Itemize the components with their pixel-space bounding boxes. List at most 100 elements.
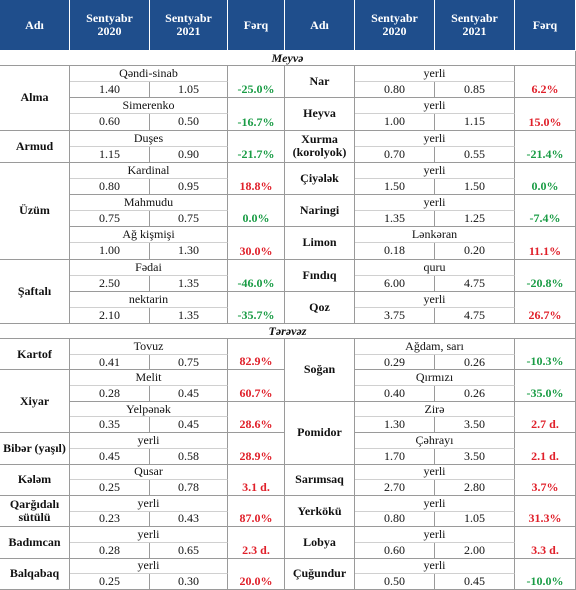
price-2021: 0.26 <box>435 354 515 371</box>
header-cell: Sentyabr 2020 <box>70 0 150 51</box>
header-cell: Adı <box>285 0 355 51</box>
product-name: Nar <box>285 66 355 99</box>
variety: yerli <box>355 291 515 308</box>
variety: yerli <box>355 195 515 212</box>
price-2021: 1.30 <box>150 243 228 260</box>
price-2021: 0.65 <box>150 542 228 559</box>
difference: -46.0% <box>228 259 285 292</box>
price-2020: 0.60 <box>355 542 435 559</box>
variety: yerli <box>70 495 228 512</box>
price-2020: 0.80 <box>355 511 435 528</box>
product-name: Xiyar <box>0 370 70 434</box>
difference: 60.7% <box>228 370 285 402</box>
difference: 28.9% <box>228 433 285 465</box>
header-cell: Sentyabr 2021 <box>150 0 228 51</box>
price-2021: 4.75 <box>435 275 515 292</box>
product-name: Badımcan <box>0 527 70 559</box>
variety: yerli <box>355 130 515 147</box>
price-2021: 0.95 <box>150 178 228 195</box>
price-2021: 0.26 <box>435 386 515 402</box>
price-2020: 1.00 <box>355 114 435 131</box>
price-2021: 1.05 <box>150 82 228 99</box>
price-2021: 0.43 <box>150 511 228 528</box>
variety: Qəndi-sinab <box>70 66 228 83</box>
difference: 28.6% <box>228 401 285 434</box>
variety: yerli <box>355 495 515 512</box>
product-name: Xurma (korolyok) <box>285 130 355 163</box>
difference: 26.7% <box>515 291 576 324</box>
price-2021: 0.45 <box>150 417 228 434</box>
product-name: Üzüm <box>0 162 70 260</box>
product-name: Sarımsaq <box>285 464 355 496</box>
price-2021: 0.75 <box>150 211 228 228</box>
price-2021: 1.05 <box>435 511 515 528</box>
price-2021: 0.58 <box>150 448 228 465</box>
price-2021: 1.35 <box>150 307 228 324</box>
price-2020: 1.00 <box>70 243 150 260</box>
variety: yerli <box>355 66 515 83</box>
product-name: Şaftalı <box>0 259 70 324</box>
difference: 87.0% <box>228 495 285 528</box>
product-name: Alma <box>0 66 70 131</box>
difference: 3.7% <box>515 464 576 496</box>
product-name: Kələm <box>0 464 70 496</box>
product-name: Pomidor <box>285 401 355 465</box>
header-cell: Sentyabr 2020 <box>355 0 435 51</box>
difference: 30.0% <box>228 227 285 260</box>
product-name: Çuğundur <box>285 558 355 590</box>
price-2021: 0.20 <box>435 243 515 260</box>
difference: 82.9% <box>228 339 285 371</box>
product-name: Fındıq <box>285 259 355 292</box>
price-2021: 2.00 <box>435 542 515 559</box>
price-2020: 1.40 <box>70 82 150 99</box>
price-2021: 3.50 <box>435 448 515 465</box>
variety: Qusar <box>70 464 228 481</box>
difference: 6.2% <box>515 66 576 99</box>
price-2021: 1.15 <box>435 114 515 131</box>
price-2020: 3.75 <box>355 307 435 324</box>
difference: 20.0% <box>228 558 285 590</box>
price-2021: 0.45 <box>435 574 515 590</box>
price-2021: 2.80 <box>435 480 515 496</box>
variety: Duşes <box>70 130 228 147</box>
variety: yerli <box>355 464 515 481</box>
difference: 31.3% <box>515 495 576 528</box>
price-2021: 3.50 <box>435 417 515 434</box>
price-2020: 1.15 <box>70 146 150 163</box>
variety: Fədai <box>70 259 228 276</box>
price-2020: 0.50 <box>355 574 435 590</box>
price-2021: 0.30 <box>150 574 228 590</box>
price-2020: 1.70 <box>355 448 435 465</box>
price-2020: 1.30 <box>355 417 435 434</box>
price-2020: 0.35 <box>70 417 150 434</box>
variety: Melit <box>70 370 228 387</box>
price-2020: 0.18 <box>355 243 435 260</box>
price-2021: 0.55 <box>435 146 515 163</box>
price-2021: 1.35 <box>150 275 228 292</box>
price-2020: 0.80 <box>355 82 435 99</box>
header-cell: Fərq <box>228 0 285 51</box>
variety: Ağdam, sarı <box>355 339 515 355</box>
variety: Kardinal <box>70 162 228 179</box>
price-2021: 0.78 <box>150 480 228 496</box>
price-2020: 0.29 <box>355 354 435 371</box>
header-cell: Adı <box>0 0 70 51</box>
variety: Ağ kişmişi <box>70 227 228 244</box>
price-2020: 2.70 <box>355 480 435 496</box>
difference: 0.0% <box>515 162 576 195</box>
variety: yerli <box>355 162 515 179</box>
difference: 3.1 d. <box>228 464 285 496</box>
price-2020: 0.25 <box>70 574 150 590</box>
price-2020: 0.75 <box>70 211 150 228</box>
price-2020: 0.60 <box>70 114 150 131</box>
difference: 0.0% <box>228 195 285 228</box>
variety: Zirə <box>355 401 515 418</box>
product-name: Qoz <box>285 291 355 324</box>
difference: -35.7% <box>228 291 285 324</box>
variety: Mahmudu <box>70 195 228 212</box>
difference: 18.8% <box>228 162 285 195</box>
price-2021: 0.45 <box>150 386 228 402</box>
price-2020: 0.25 <box>70 480 150 496</box>
price-2020: 1.35 <box>355 211 435 228</box>
